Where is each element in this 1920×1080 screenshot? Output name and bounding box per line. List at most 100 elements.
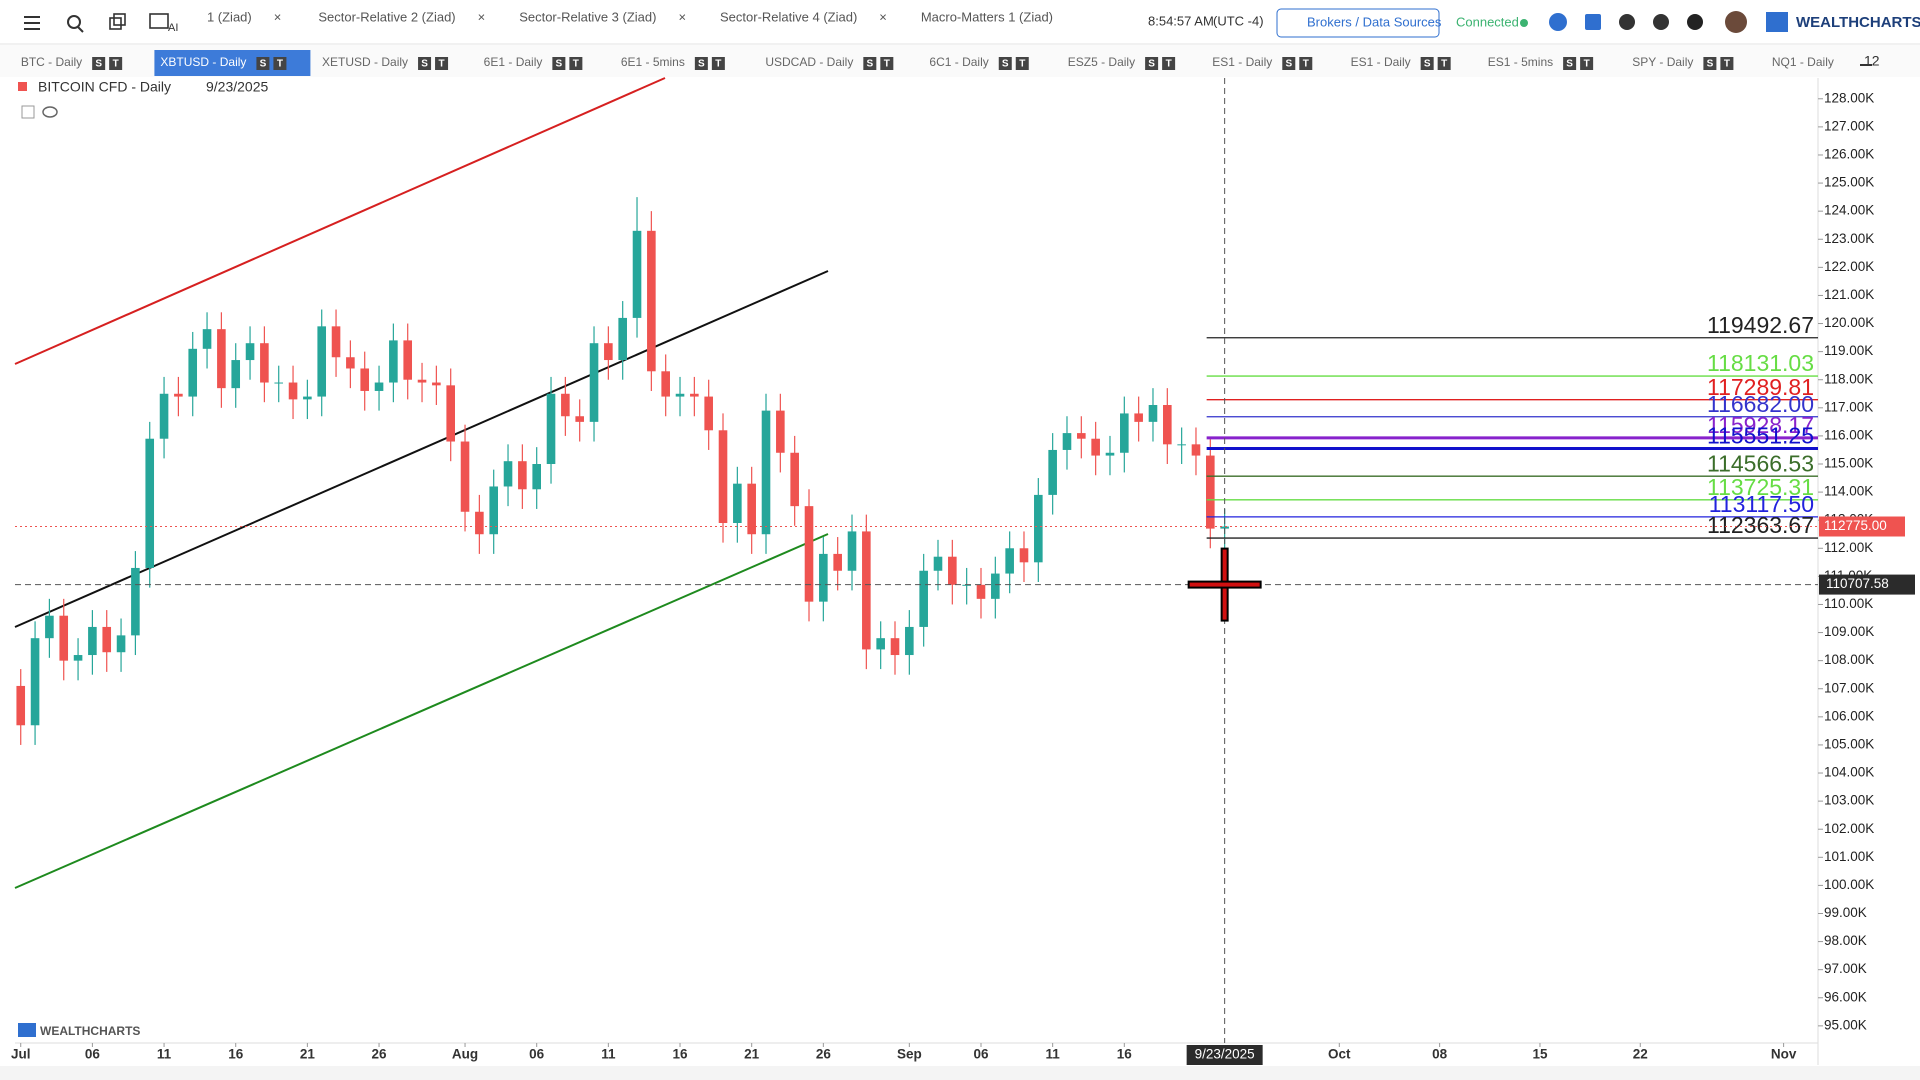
candle-body [145, 438, 155, 568]
candle-body [518, 461, 527, 490]
y-tick-label: 118.00K [1824, 371, 1873, 386]
tab-badge-box[interactable] [863, 57, 877, 70]
expand-icon[interactable] [21, 105, 35, 119]
tab-close: × [879, 9, 887, 24]
more-tabs-count: 12 [1864, 53, 1880, 69]
tab-badge-box[interactable] [998, 57, 1012, 70]
candle-body [174, 393, 183, 397]
x-tick-label: 11 [1046, 1047, 1061, 1062]
tab-badge-box[interactable] [256, 57, 270, 70]
save-icon[interactable] [1585, 14, 1601, 30]
workspace-tab[interactable]: Macro-Matters 1 (Ziad) [921, 9, 1053, 24]
symbol-tab[interactable]: ESZ5 - Daily [1068, 55, 1135, 69]
users-icon[interactable] [1549, 13, 1567, 31]
workspace-tab[interactable]: Sector-Relative 2 (Ziad) [318, 9, 455, 24]
candle-body [819, 553, 828, 602]
search-icon[interactable] [67, 15, 84, 33]
tab-badge: T [1584, 59, 1590, 70]
symbol-tab[interactable]: ES1 - Daily [1212, 55, 1272, 69]
candle-body [991, 573, 1000, 599]
tab-badge-box[interactable] [552, 57, 566, 70]
tab-badge-box[interactable] [694, 57, 708, 70]
symbol-tab[interactable]: XETUSD - Daily [322, 55, 408, 69]
candle-body [1134, 413, 1143, 422]
tab-badge-box[interactable] [1162, 57, 1176, 70]
tab-badge-box[interactable] [273, 57, 287, 70]
tab-badge-box[interactable] [1420, 57, 1434, 70]
candle-body [131, 567, 140, 636]
tab-badge: T [715, 59, 721, 70]
level-label: 115928.17 [1707, 412, 1814, 438]
workspace-tab[interactable]: 1 (Ziad) [207, 9, 252, 24]
symbol-tab[interactable]: ES1 - Daily [1351, 55, 1411, 69]
y-tick-label: 121.00K [1824, 287, 1874, 302]
workspace-tab[interactable]: Sector-Relative 3 (Ziad) [519, 9, 656, 24]
tab-badge-box[interactable] [92, 57, 106, 70]
plot-area [15, 78, 1818, 1043]
tab-badge: S [1285, 59, 1292, 70]
tab-badge-box[interactable] [1437, 57, 1451, 70]
candle-body [589, 343, 599, 422]
tab-badge-box[interactable] [1015, 57, 1029, 70]
symbol-tab[interactable]: USDCAD - Daily [765, 55, 853, 69]
x-tick-label: 22 [1633, 1047, 1648, 1062]
settings-icon[interactable] [1653, 14, 1669, 30]
tab-close: × [478, 9, 486, 24]
symbol-tab[interactable]: ES1 - 5mins [1488, 55, 1553, 69]
tab-badge-box[interactable] [1720, 57, 1734, 70]
candle-body [546, 393, 556, 464]
brokers-button[interactable] [1276, 8, 1440, 38]
menu-icon[interactable] [24, 16, 40, 30]
logo-text: WEALTHCHARTS [1796, 14, 1920, 31]
candle-body [661, 371, 670, 397]
tab-badge-box[interactable] [711, 57, 725, 70]
tab-badge-box[interactable] [1580, 57, 1594, 70]
alerts-icon[interactable] [1619, 14, 1635, 30]
ai-label: AI [168, 22, 178, 34]
tab-badge-box[interactable] [418, 57, 432, 70]
candle-body [446, 385, 456, 442]
tab-badge-box[interactable] [1282, 57, 1296, 70]
tab-badge: S [556, 59, 563, 70]
candle-body [948, 556, 957, 585]
symbol-tab[interactable]: 6E1 - Daily [484, 55, 543, 69]
layouts-icon[interactable] [109, 13, 126, 30]
workspace-tab[interactable]: Sector-Relative 4 (Ziad) [720, 9, 857, 24]
tab-badge-box[interactable] [1703, 57, 1717, 70]
timezone: (UTC -4) [1213, 13, 1264, 28]
symbol-tab[interactable]: XBTUSD - Daily [160, 55, 246, 69]
candle-body [1120, 413, 1129, 453]
y-tick-label: 107.00K [1824, 680, 1874, 695]
candle-body [561, 393, 570, 417]
tab-badge-box[interactable] [1299, 57, 1313, 70]
tab-badge-box[interactable] [1145, 57, 1159, 70]
more-tabs-arrow[interactable] [1860, 64, 1872, 66]
ai-icon[interactable] [149, 13, 169, 29]
status-dot [1520, 19, 1528, 27]
tab-badge: S [1148, 59, 1155, 70]
avatar[interactable] [1725, 11, 1747, 33]
candle-body [59, 615, 69, 661]
tab-badge-box[interactable] [435, 57, 449, 70]
x-tick-label: 26 [372, 1047, 388, 1062]
help-icon[interactable] [1687, 14, 1703, 30]
candle-body [503, 461, 513, 487]
crosshair-cursor-h [1187, 580, 1262, 589]
tab-badge-box[interactable] [880, 57, 894, 70]
y-tick-label: 115.00K [1824, 456, 1873, 471]
tab-badge-box[interactable] [569, 57, 583, 70]
symbol-tab[interactable]: SPY - Daily [1632, 55, 1693, 69]
tab-badge-box[interactable] [1563, 57, 1577, 70]
symbol-tab[interactable]: BTC - Daily [21, 55, 82, 69]
candle-body [1048, 449, 1057, 495]
candle-body [962, 584, 971, 586]
symbol-tab[interactable]: 6C1 - Daily [929, 55, 988, 69]
crosshair-date-box [1186, 1045, 1263, 1065]
symbol-tab[interactable]: NQ1 - Daily [1772, 55, 1834, 69]
y-tick-label: 127.00K [1824, 118, 1874, 133]
candle-body [231, 360, 241, 389]
chart-date: 9/23/2025 [206, 79, 268, 95]
tab-badge-box[interactable] [109, 57, 123, 70]
visibility-icon[interactable] [42, 106, 58, 118]
symbol-tab[interactable]: 6E1 - 5mins [621, 55, 685, 69]
